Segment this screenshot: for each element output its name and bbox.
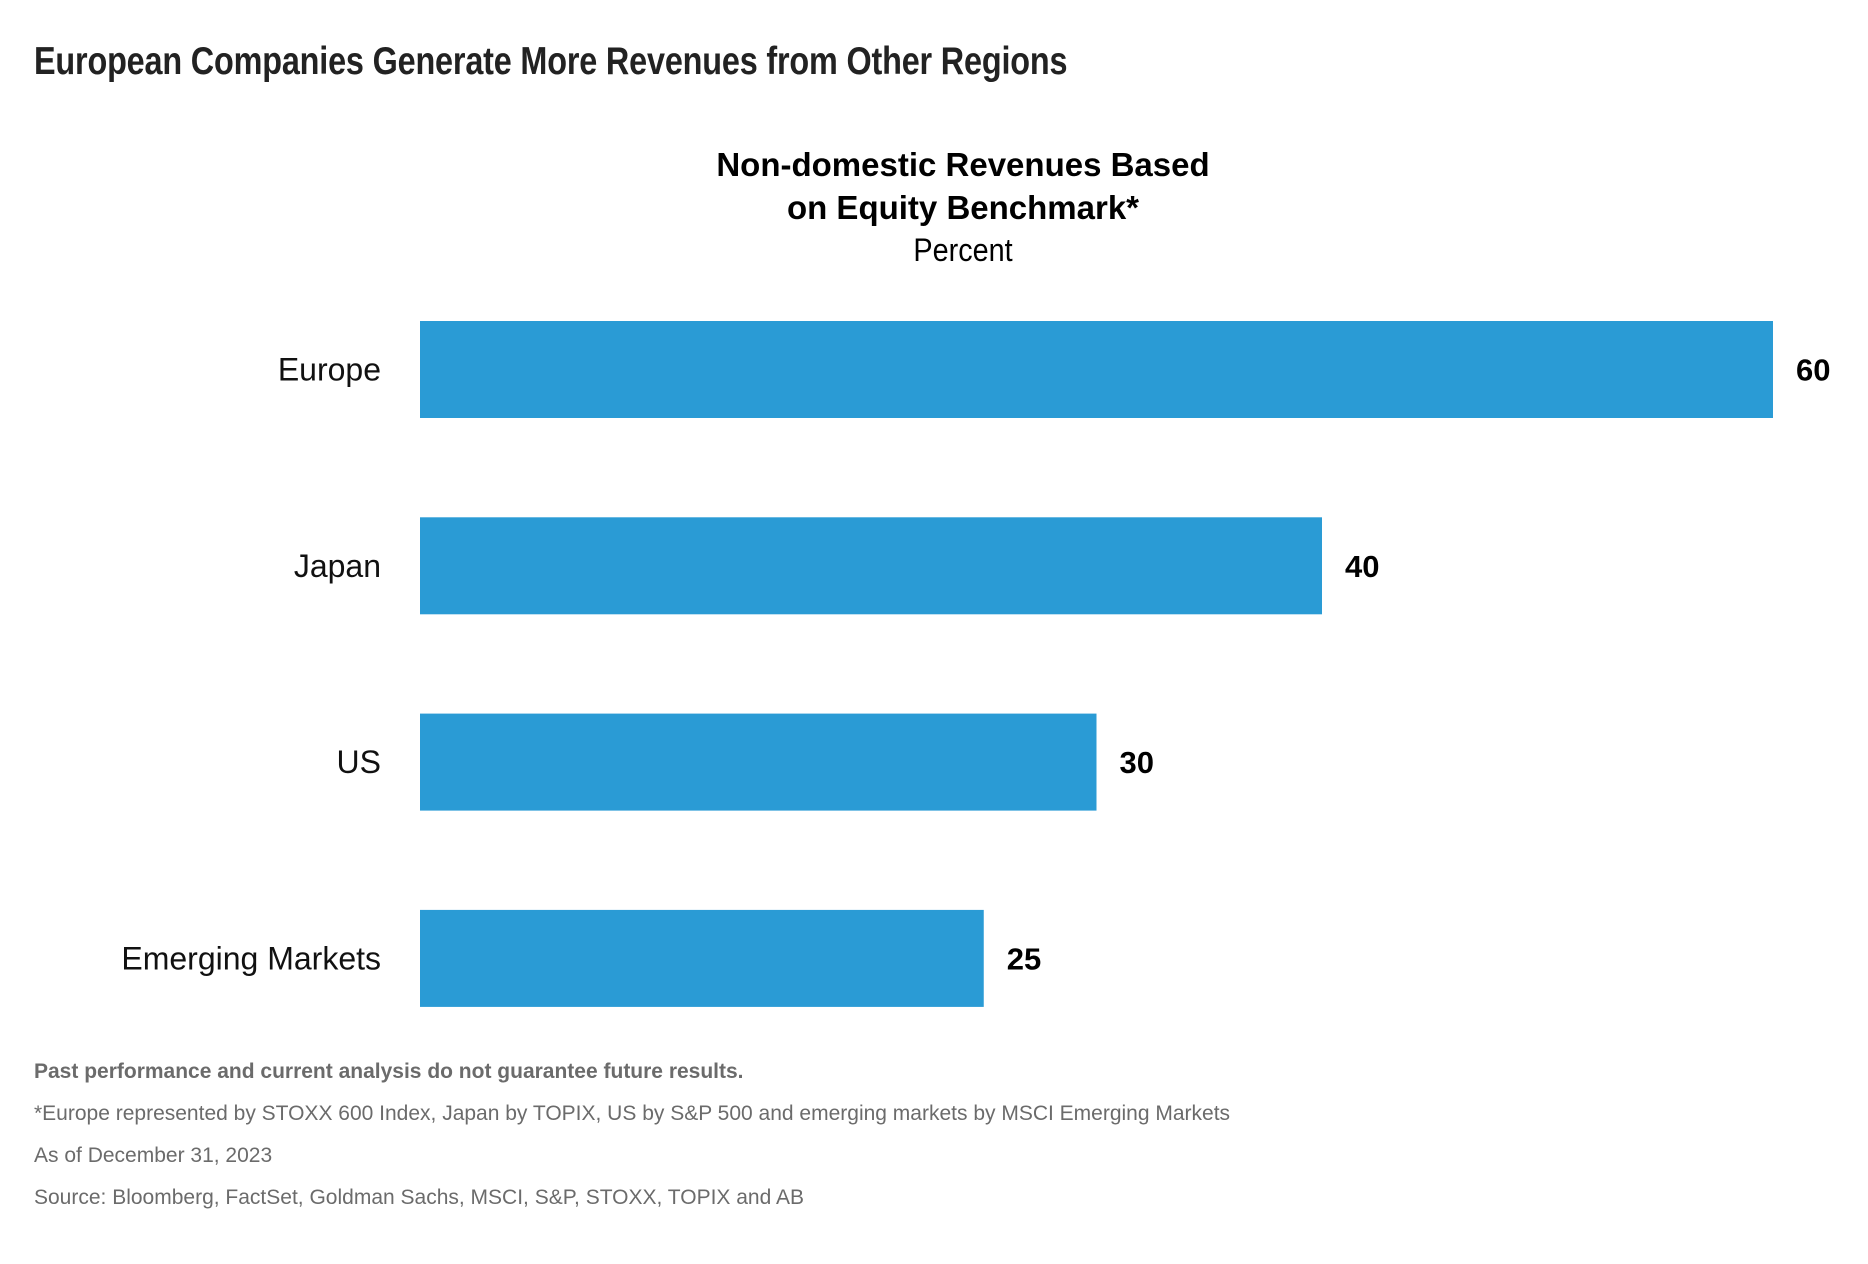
value-label-emerging-markets: 25 xyxy=(1007,941,1041,976)
bar-us xyxy=(420,713,1097,811)
footnotes: Past performance and current analysis do… xyxy=(34,1058,1230,1226)
category-label-japan: Japan xyxy=(294,548,381,584)
value-label-japan: 40 xyxy=(1345,549,1379,584)
bar-group-emerging-markets: Emerging Markets 25 xyxy=(121,909,1041,1007)
category-label-emerging-markets: Emerging Markets xyxy=(121,940,381,976)
chart-title-line-1: Non-domestic Revenues Based xyxy=(716,146,1210,183)
category-label-europe: Europe xyxy=(278,352,381,388)
as-of-date: As of December 31, 2023 xyxy=(34,1144,273,1167)
bar-chart: Europe 60 Japan 40 US 30 Emerging Markets 25 xyxy=(121,321,1830,1007)
bar-group-us: US 30 xyxy=(337,713,1154,811)
value-label-europe: 60 xyxy=(1796,353,1830,388)
page-title: European Companies Generate More Revenue… xyxy=(34,40,1068,83)
category-label-us: US xyxy=(337,744,381,780)
chart-header: Non-domestic Revenues Based on Equity Be… xyxy=(600,143,1326,272)
source-note: Source: Bloomberg, FactSet, Goldman Sach… xyxy=(34,1186,804,1209)
bar-emerging-markets xyxy=(420,909,984,1007)
disclaimer-note: Past performance and current analysis do… xyxy=(34,1060,744,1083)
bar-group-japan: Japan 40 xyxy=(294,517,1379,615)
chart-title-line-2: on Equity Benchmark* xyxy=(786,189,1140,226)
bar-europe xyxy=(420,321,1773,418)
value-label-us: 30 xyxy=(1120,745,1154,780)
bar-japan xyxy=(420,517,1322,615)
benchmark-note: *Europe represented by STOXX 600 Index, … xyxy=(34,1102,1231,1125)
bar-group-europe: Europe 60 xyxy=(278,321,1830,418)
chart-unit-label: Percent xyxy=(913,232,1013,268)
